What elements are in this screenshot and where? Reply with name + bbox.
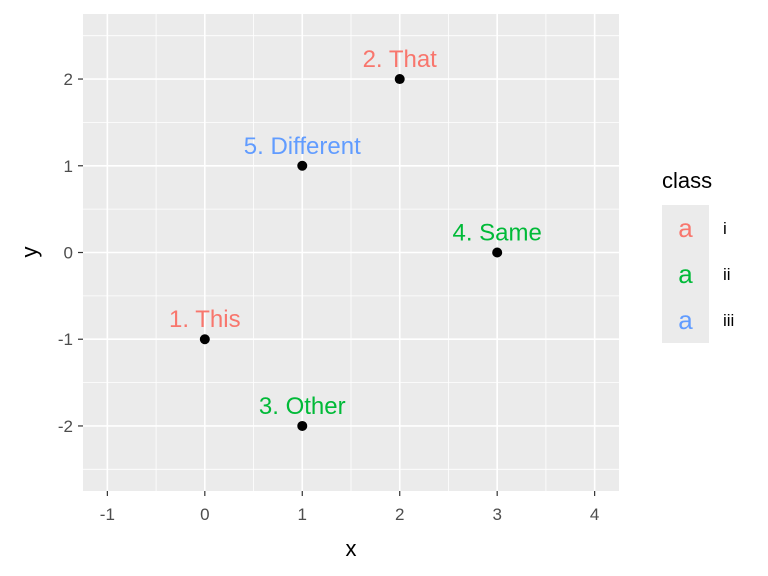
point-label: 2. That xyxy=(363,46,438,73)
point-labels: 1. This 2. That 3. Other 4. Same 5. Differen… xyxy=(169,46,542,420)
data-point xyxy=(394,74,405,85)
y-tick-label: -1 xyxy=(58,330,73,349)
legend-title: class xyxy=(662,168,712,193)
x-tick-label: 2 xyxy=(395,505,404,524)
data-point xyxy=(297,160,308,171)
legend-key-glyph: a xyxy=(678,213,693,243)
y-axis-title: y xyxy=(17,247,42,258)
legend-key-box xyxy=(662,251,709,297)
legend-key-glyph: a xyxy=(678,305,693,335)
point-label: 1. This xyxy=(169,306,241,333)
legend-key-box xyxy=(662,297,709,343)
y-tick-label: 0 xyxy=(64,244,73,263)
x-tick-label: -1 xyxy=(100,505,115,524)
data-points xyxy=(199,74,503,431)
legend-key-box xyxy=(662,205,709,251)
point-label: 5. Different xyxy=(244,133,361,160)
major-gridlines xyxy=(83,14,619,491)
point-label: 3. Other xyxy=(259,393,346,420)
legend-keys: a i a ii a iii xyxy=(662,205,734,343)
legend-label: i xyxy=(723,219,727,238)
y-axis-ticks: -2 -1 0 1 2 xyxy=(58,70,83,436)
y-tick-label: 2 xyxy=(64,70,73,89)
point-label: 4. Same xyxy=(452,220,541,247)
x-axis-ticks: -1 0 1 2 3 4 xyxy=(100,491,599,524)
x-axis-title: x xyxy=(346,536,357,561)
legend: class a i a ii a iii xyxy=(662,168,734,343)
legend-label: ii xyxy=(723,265,731,284)
data-point xyxy=(199,334,210,345)
data-point xyxy=(492,247,503,258)
legend-key-glyph: a xyxy=(678,259,693,289)
legend-label: iii xyxy=(723,311,734,330)
x-tick-label: 0 xyxy=(200,505,209,524)
data-point xyxy=(297,420,308,431)
x-tick-label: 4 xyxy=(590,505,599,524)
x-tick-label: 1 xyxy=(298,505,307,524)
y-tick-label: -2 xyxy=(58,417,73,436)
y-tick-label: 1 xyxy=(64,157,73,176)
x-tick-label: 3 xyxy=(492,505,501,524)
